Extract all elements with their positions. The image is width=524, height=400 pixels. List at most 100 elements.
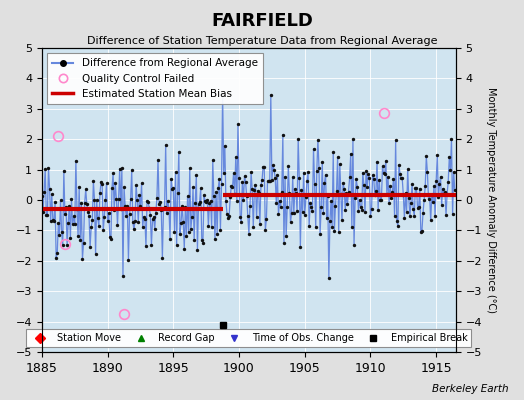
Point	[126, 196, 135, 202]
Point	[193, 247, 202, 253]
Point	[76, 237, 84, 243]
Point	[180, 245, 189, 252]
Point	[369, 176, 378, 182]
Point	[391, 137, 400, 144]
Point	[194, 200, 203, 207]
Point	[266, 178, 274, 184]
Point	[303, 178, 311, 185]
Point	[87, 224, 95, 230]
Point	[262, 216, 270, 222]
Point	[409, 206, 417, 212]
Point	[387, 195, 396, 201]
Point	[103, 218, 112, 224]
Point	[258, 177, 266, 183]
Point	[414, 204, 423, 210]
Point	[83, 201, 91, 207]
Point	[98, 181, 106, 188]
Point	[388, 189, 397, 195]
Point	[317, 204, 325, 210]
Point	[145, 205, 154, 212]
Point	[122, 213, 130, 220]
Point	[220, 170, 228, 176]
Point	[270, 167, 278, 173]
Point	[343, 201, 352, 208]
Point	[114, 196, 123, 202]
Point	[256, 221, 264, 227]
Point	[246, 203, 254, 209]
Point	[189, 184, 197, 191]
Point	[245, 230, 253, 237]
Point	[276, 198, 284, 204]
Point	[344, 188, 353, 195]
Point	[127, 167, 136, 174]
Point	[347, 223, 356, 230]
Point	[400, 214, 409, 221]
Point	[434, 194, 443, 200]
Point	[429, 199, 437, 205]
Text: Berkeley Earth: Berkeley Earth	[432, 384, 508, 394]
Point	[235, 175, 243, 182]
Point	[92, 197, 101, 203]
Point	[338, 217, 346, 223]
Point	[265, 178, 273, 184]
Point	[241, 173, 249, 179]
Point	[280, 240, 288, 246]
Point	[329, 149, 337, 156]
Point	[41, 166, 49, 172]
Point	[204, 223, 213, 229]
Point	[435, 181, 444, 187]
Point	[66, 235, 74, 242]
Point	[108, 184, 116, 191]
Point	[121, 203, 129, 210]
Point	[392, 217, 401, 224]
Point	[81, 200, 89, 207]
Point	[118, 165, 126, 171]
Point	[228, 184, 237, 190]
Point	[101, 197, 110, 203]
Point	[446, 166, 455, 173]
Point	[209, 157, 217, 164]
Point	[349, 136, 357, 143]
Point	[172, 242, 181, 248]
Point	[405, 195, 413, 202]
Point	[107, 236, 115, 243]
Point	[212, 188, 220, 195]
Point	[136, 203, 145, 209]
Point	[39, 209, 47, 215]
Point	[248, 186, 256, 192]
Point	[190, 237, 199, 244]
Point	[422, 153, 431, 160]
Point	[239, 197, 248, 204]
Point	[227, 182, 236, 189]
Point	[184, 229, 193, 236]
Point	[385, 199, 394, 206]
Point	[420, 197, 428, 203]
Point	[290, 210, 298, 217]
Point	[48, 191, 56, 198]
Point	[71, 221, 79, 227]
Point	[195, 198, 204, 205]
Point	[115, 166, 124, 172]
Point	[395, 162, 403, 168]
Point	[359, 182, 368, 188]
Point	[390, 212, 399, 219]
Point	[272, 200, 280, 206]
Point	[142, 243, 150, 250]
Point	[167, 176, 176, 182]
Point	[314, 136, 322, 143]
Point	[158, 255, 167, 261]
Point	[176, 231, 184, 237]
Point	[238, 179, 246, 185]
Point	[252, 181, 260, 188]
Point	[125, 211, 134, 217]
Point	[70, 213, 78, 219]
Point	[185, 165, 194, 172]
Point	[445, 154, 453, 160]
Point	[308, 208, 316, 215]
Point	[208, 224, 216, 230]
Point	[226, 193, 234, 200]
Point	[182, 233, 191, 239]
Point	[99, 227, 107, 233]
Point	[432, 178, 440, 184]
Point	[407, 200, 415, 206]
